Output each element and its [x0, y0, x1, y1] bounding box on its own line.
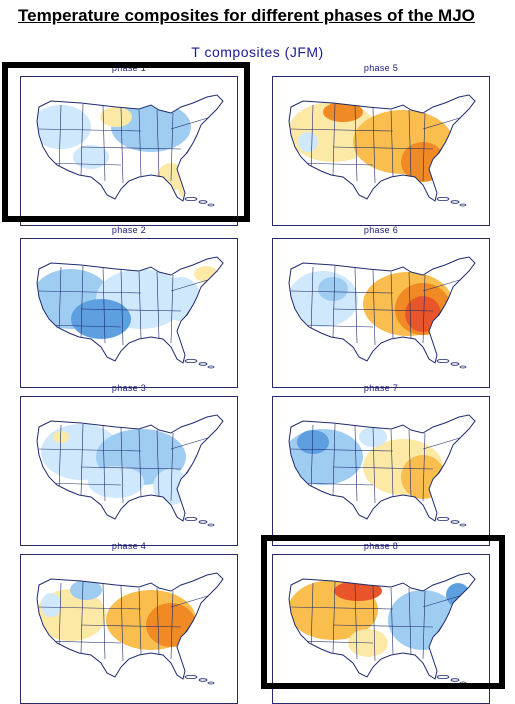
anomaly-region	[334, 581, 382, 601]
island-outline	[450, 678, 460, 682]
us-outline	[288, 414, 476, 522]
island-outline	[459, 203, 467, 207]
us-outline	[36, 256, 224, 364]
panel-label: phase 2	[111, 225, 147, 235]
highlight-box-phase-1	[2, 62, 250, 222]
temperature-anomaly-map	[36, 256, 224, 369]
panel-label: phase 5	[363, 63, 399, 73]
panel-phase-7: phase 7	[272, 383, 490, 546]
island-outline	[207, 681, 215, 685]
us-map	[20, 76, 238, 226]
anomaly-region	[323, 102, 363, 122]
panel-phase-6: phase 6	[272, 225, 490, 388]
island-outline	[184, 517, 198, 522]
temperature-anomaly-map	[288, 572, 476, 685]
island-outline	[459, 365, 467, 369]
anomaly-region	[289, 271, 358, 327]
temperature-anomaly-map	[36, 572, 224, 685]
panel-phase-2: phase 2	[20, 225, 238, 388]
island-outline	[450, 362, 460, 366]
island-outline	[198, 520, 208, 524]
panel-phase-1: phase 1	[20, 63, 238, 226]
us-map	[272, 554, 490, 704]
highlight-box-phase-8	[261, 535, 505, 689]
island-outline	[436, 197, 450, 202]
panel-label: phase 4	[111, 541, 147, 551]
panel-phase-4: phase 4	[20, 541, 238, 704]
us-map	[20, 554, 238, 704]
panel-label: phase 7	[363, 383, 399, 393]
island-outline	[207, 365, 215, 369]
island-outline	[436, 359, 450, 364]
island-outline	[207, 523, 215, 527]
us-outline	[36, 572, 224, 680]
island-outline	[436, 675, 450, 680]
anomaly-region	[88, 466, 144, 498]
anomaly-region	[298, 132, 318, 152]
panel-label: phase 8	[363, 541, 399, 551]
anomaly-region	[73, 145, 109, 169]
figure-heading: Temperature composites for different pha…	[18, 6, 475, 25]
anomaly-region	[100, 107, 132, 127]
island-outline	[459, 523, 467, 527]
us-map	[20, 396, 238, 546]
panel-label: phase 1	[111, 63, 147, 73]
temperature-anomaly-map	[288, 256, 476, 369]
island-outline	[450, 520, 460, 524]
temperature-anomaly-map	[36, 414, 224, 527]
island-outline	[207, 203, 215, 207]
us-map	[272, 76, 490, 226]
temperature-anomaly-map	[36, 94, 224, 207]
us-outline	[288, 94, 476, 202]
anomaly-region	[297, 430, 329, 454]
us-map	[272, 396, 490, 546]
us-outline	[288, 572, 476, 680]
anomaly-region	[53, 431, 69, 443]
anomaly-region	[146, 603, 196, 647]
us-outline	[36, 94, 224, 202]
island-outline	[184, 359, 198, 364]
temperature-anomaly-map	[288, 414, 476, 527]
island-outline	[198, 678, 208, 682]
island-outline	[198, 200, 208, 204]
us-map	[20, 238, 238, 388]
panel-label: phase 3	[111, 383, 147, 393]
panel-label: phase 6	[363, 225, 399, 235]
panel-phase-3: phase 3	[20, 383, 238, 546]
panel-phase-5: phase 5	[272, 63, 490, 226]
panel-phase-8: phase 8	[272, 541, 490, 704]
island-outline	[184, 197, 198, 202]
anomaly-region	[318, 277, 348, 301]
island-outline	[436, 517, 450, 522]
anomaly-region	[37, 105, 91, 149]
us-outline	[288, 256, 476, 364]
island-outline	[184, 675, 198, 680]
figure-subtitle: T composites (JFM)	[191, 44, 324, 60]
anomaly-region	[70, 580, 102, 600]
us-outline	[36, 414, 224, 522]
island-outline	[450, 200, 460, 204]
us-map	[272, 238, 490, 388]
temperature-anomaly-map	[288, 94, 476, 207]
island-outline	[198, 362, 208, 366]
anomaly-region	[41, 593, 61, 617]
